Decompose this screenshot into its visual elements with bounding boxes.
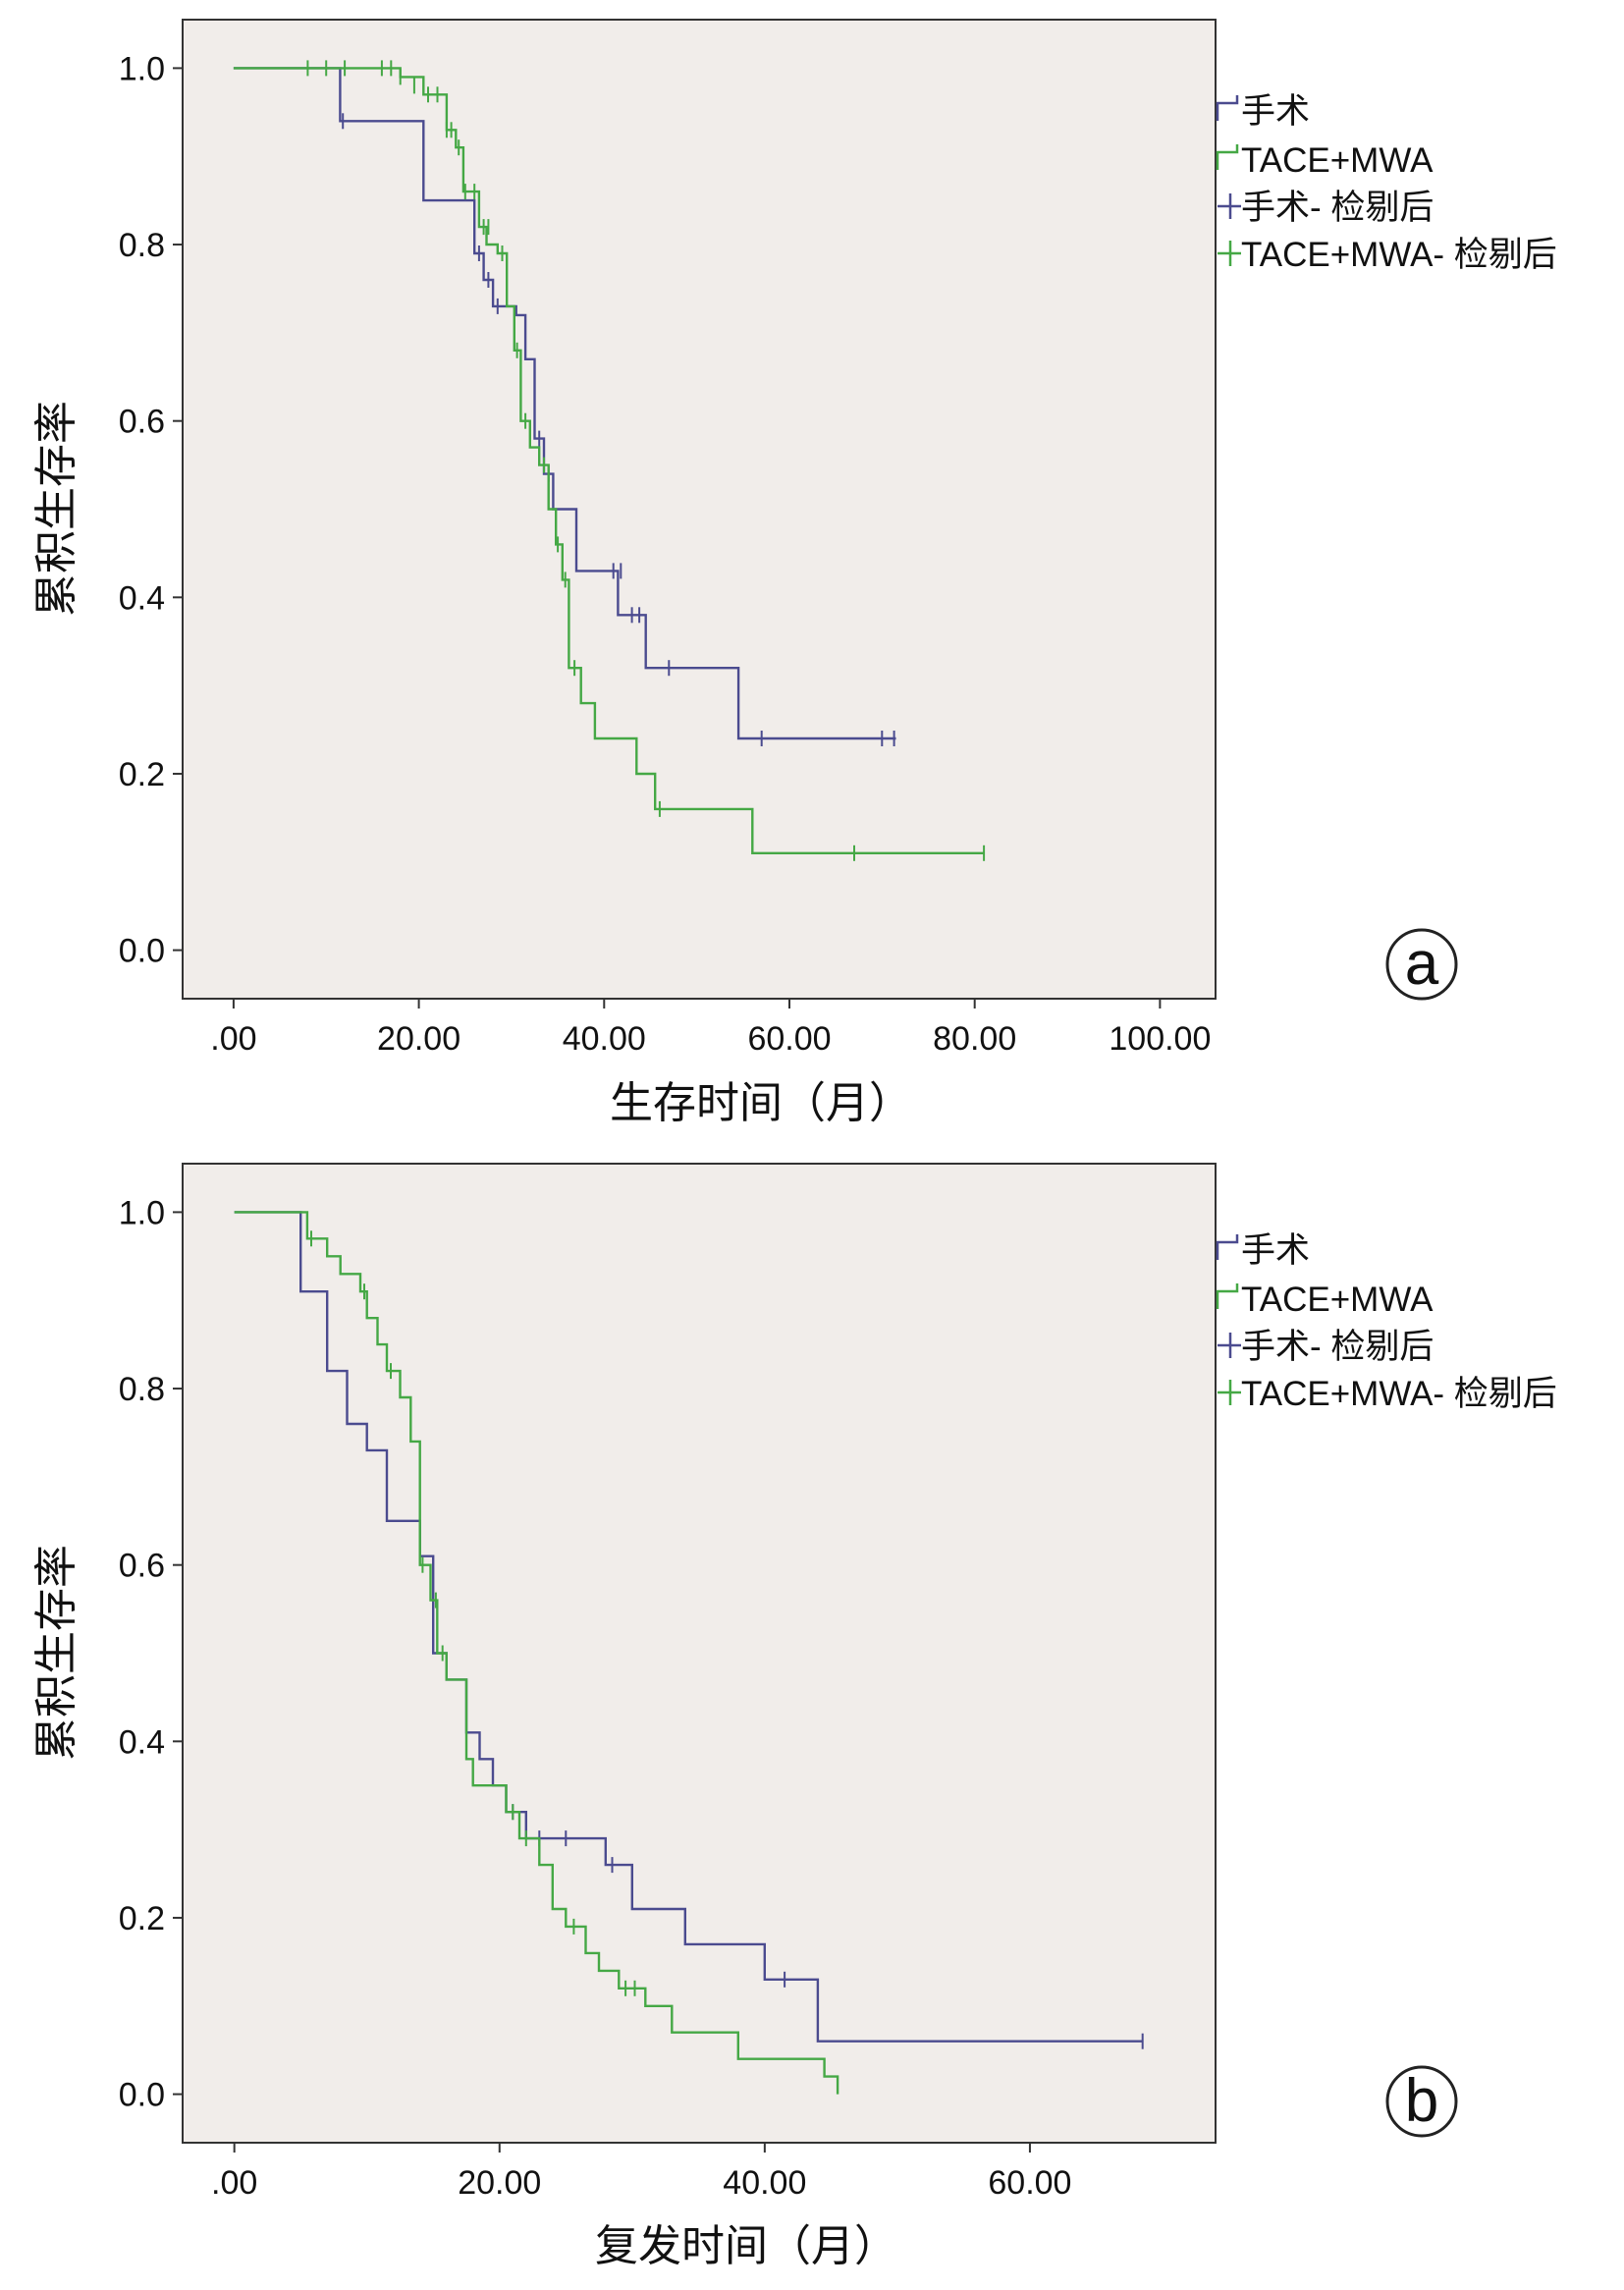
y-tick-label: 0.0 [119, 2077, 165, 2114]
legend: 手术 TACE+MWA 手术- 检剔后 TACE+MWA- 检剔后 [1216, 92, 1557, 274]
x-tick-label: 60.00 [747, 1020, 831, 1058]
legend-key-tace-mwa-censored [1218, 241, 1241, 266]
axis-ticks: .00 20.00 40.00 60.00 0.0 0.2 0.4 0.6 0.8 1.0 [119, 1194, 1072, 2202]
y-tick-label: 0.0 [119, 933, 165, 970]
legend-key-surgery-censored [1218, 1333, 1241, 1358]
legend-label-tace-mwa-censored: TACE+MWA- 检剔后 [1241, 1375, 1557, 1413]
legend-label-surgery: 手术 [1241, 92, 1310, 131]
y-tick-label: 0.6 [119, 404, 165, 441]
axis-ticks: .00 20.00 40.00 60.00 80.00 100.00 0.0 0.2 0.4 0.… [119, 50, 1212, 1058]
chart-marks [234, 1211, 1144, 2095]
y-axis-title: 累积生存率 [32, 401, 81, 617]
panel-letter-badge: a [1385, 928, 1458, 1001]
series-line-tace-mwa [234, 1211, 839, 2095]
x-tick-label: 80.00 [933, 1020, 1016, 1058]
panel-b: .00 20.00 40.00 60.00 0.0 0.2 0.4 0.6 0.8 1.0 手术 … [32, 1163, 1557, 2270]
y-tick-label: 0.8 [119, 1371, 165, 1408]
x-tick-label: 60.00 [988, 2164, 1071, 2202]
x-axis-title: 生存时间（月） [610, 1079, 912, 1127]
x-tick-label: .00 [211, 2164, 257, 2202]
legend-key-surgery-censored [1218, 193, 1241, 219]
legend-label-tace-mwa-censored: TACE+MWA- 检剔后 [1241, 236, 1557, 274]
y-tick-label: 0.4 [119, 579, 165, 617]
y-tick-label: 1.0 [119, 1194, 165, 1231]
legend: 手术 TACE+MWA 手术- 检剔后 TACE+MWA- 检剔后 [1216, 1231, 1557, 1413]
y-tick-label: 0.8 [119, 227, 165, 264]
series-line-surgery [234, 1211, 1143, 2043]
x-tick-label: 40.00 [563, 1020, 646, 1058]
panel-letter: a [1405, 930, 1439, 998]
y-tick-label: 0.4 [119, 1723, 165, 1761]
x-axis-title: 复发时间（月） [595, 2222, 897, 2270]
y-tick-label: 0.2 [119, 756, 165, 793]
y-tick-label: 0.6 [119, 1548, 165, 1585]
panel-letter-circle [1385, 928, 1458, 1001]
x-tick-label: 100.00 [1109, 1020, 1211, 1058]
y-axis-title: 累积生存率 [32, 1545, 81, 1761]
x-tick-label: 40.00 [723, 2164, 806, 2202]
series-line-surgery [233, 67, 896, 740]
legend-key-surgery [1216, 95, 1239, 121]
legend-key-surgery [1216, 1234, 1239, 1260]
legend-label-surgery-censored: 手术- 检剔后 [1241, 189, 1434, 227]
panel-letter-circle [1385, 2065, 1458, 2138]
legend-key-tace-mwa-censored [1218, 1380, 1241, 1405]
legend-label-tace-mwa: TACE+MWA [1241, 141, 1434, 180]
legend-key-tace-mwa [1216, 144, 1239, 170]
y-tick-label: 0.2 [119, 1900, 165, 1937]
x-tick-label: 20.00 [458, 2164, 541, 2202]
legend-label-tace-mwa: TACE+MWA [1241, 1281, 1434, 1319]
x-tick-label: 20.00 [377, 1020, 460, 1058]
legend-label-surgery-censored: 手术- 检剔后 [1241, 1328, 1434, 1366]
plot-area [182, 1163, 1217, 2144]
plot-area [182, 19, 1217, 1000]
x-tick-label: .00 [210, 1020, 256, 1058]
chart-marks [233, 60, 986, 861]
y-tick-label: 1.0 [119, 50, 165, 87]
panel-letter: b [1405, 2067, 1438, 2135]
panel-letter-badge: b [1385, 2065, 1458, 2138]
legend-key-tace-mwa [1216, 1283, 1239, 1309]
legend-label-surgery: 手术 [1241, 1231, 1310, 1270]
panel-a: .00 20.00 40.00 60.00 80.00 100.00 0.0 0.2 0.4 0.… [32, 19, 1557, 1127]
